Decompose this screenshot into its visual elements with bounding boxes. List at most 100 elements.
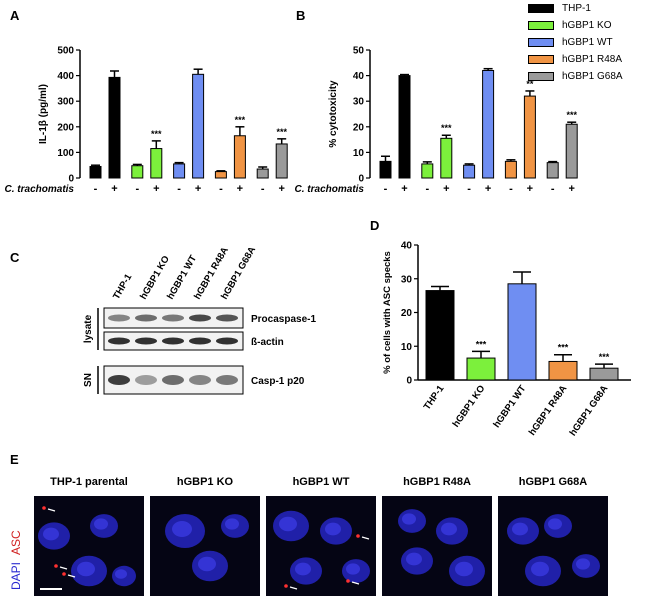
micrograph-title: hGBP1 G68A [518,476,588,488]
blot-band [189,375,211,385]
stain-labels: DAPI ASC [9,530,23,590]
x-sign-label: - [94,183,98,195]
nucleus-highlight [43,527,59,541]
bar [233,135,246,179]
nucleus-highlight [576,558,590,570]
bar [440,137,453,179]
x-tick-label: hGBP1 G68A [568,383,611,438]
nucleus-highlight [406,552,422,566]
blot-row-label: Casp-1 p20 [251,376,305,387]
bar [150,148,163,179]
micrograph-row: THP-1 parental hGBP1 KO hGBP1 WT hGBP1 R48A… [34,476,644,596]
y-tick-label: 100 [57,148,74,159]
arrow-indicator [59,566,68,570]
x-sign-label: - [219,183,223,195]
nucleus-highlight [279,516,297,532]
legend-label: hGBP1 KO [562,20,612,31]
x-sign-label: + [568,183,574,195]
x-sign-label: - [509,183,513,195]
x-sign-label: + [195,183,201,195]
legend-swatch [528,4,554,13]
y-tick-label: 30 [353,97,365,108]
nucleus-highlight [77,561,95,577]
x-sign-label: - [135,183,139,195]
nucleus-highlight [225,518,239,530]
blot-band [135,314,157,322]
x-sign-label: + [111,183,117,195]
bar [173,163,186,179]
x-tick-label: hGBP1 R48A [527,383,570,437]
blot-row-label: ß-actin [251,337,284,348]
significance-label: *** [151,129,162,139]
x-tick-label: hGBP1 KO [451,383,488,429]
x-sign-label: - [384,183,388,195]
legend-swatch [528,55,554,64]
nucleus-highlight [402,513,416,525]
bar [256,168,269,179]
legend-item: hGBP1 WT [528,34,650,51]
micrograph-canvas [266,496,376,596]
y-axis-label: % of cells with ASC specks [382,251,393,374]
legend-swatch [528,38,554,47]
x-sign-label: + [278,183,284,195]
blot-row-label: Procaspase-1 [251,314,316,325]
significance-label: *** [276,127,287,137]
blot-band [162,314,184,322]
micrograph-title: hGBP1 WT [292,476,350,488]
nucleus-highlight [455,561,473,577]
asc-speck [346,579,350,583]
legend-item: hGBP1 R48A [528,51,650,68]
legend-label: hGBP1 WT [562,37,613,48]
y-tick-label: 30 [401,274,413,285]
blot-band [216,314,238,322]
arrow-indicator [351,581,360,585]
micrograph-image [498,496,608,596]
nucleus-highlight [94,518,108,530]
nucleus-highlight [441,522,457,536]
y-tick-label: 50 [353,46,365,57]
y-tick-label: 10 [353,148,365,159]
y-tick-label: 400 [57,71,74,82]
legend-label: hGBP1 G68A [562,71,623,82]
micrograph-canvas [498,496,608,596]
blot-band [216,337,238,345]
x-sign-label: - [551,183,555,195]
bar [504,160,517,179]
significance-label: *** [476,339,487,349]
nucleus-highlight [172,521,192,537]
significance-label: *** [558,343,569,353]
legend-label: THP-1 [562,3,591,14]
micrograph-canvas [34,496,144,596]
blot-band [135,375,157,385]
x-sign-label: - [177,183,181,195]
arrow-indicator [361,536,370,540]
nucleus-highlight [346,563,360,575]
legend-item: hGBP1 KO [528,17,650,34]
x-axis-label: C. trachomatis [5,184,75,195]
bar [379,160,392,179]
legend: THP-1 hGBP1 KO hGBP1 WT hGBP1 R48A hGBP1 G68… [528,0,650,85]
legend-label: hGBP1 R48A [562,54,623,65]
blot-band [189,314,211,322]
micrograph-canvas [150,496,260,596]
bar [108,76,121,179]
panel-letter-b: B [296,8,306,23]
y-tick-label: 500 [57,46,74,57]
panel-letter-a: A [10,8,20,23]
y-tick-label: 300 [57,97,74,108]
bar [589,367,619,381]
micrograph-image [150,496,260,596]
micrograph-image [34,496,144,596]
stain-label-asc: ASC [9,530,23,555]
y-tick-label: 200 [57,122,74,133]
stain-label-dapi: DAPI [9,562,23,590]
x-sign-label: + [237,183,243,195]
arrow-indicator [47,508,56,512]
panel-letter-c: C [10,250,20,265]
micrograph-image [382,496,492,596]
x-axis-label: C. trachomatis [295,184,365,195]
legend-item: THP-1 [528,0,650,17]
y-tick-label: 10 [401,342,413,353]
legend-item: hGBP1 G68A [528,68,650,85]
asc-speck [284,584,288,588]
